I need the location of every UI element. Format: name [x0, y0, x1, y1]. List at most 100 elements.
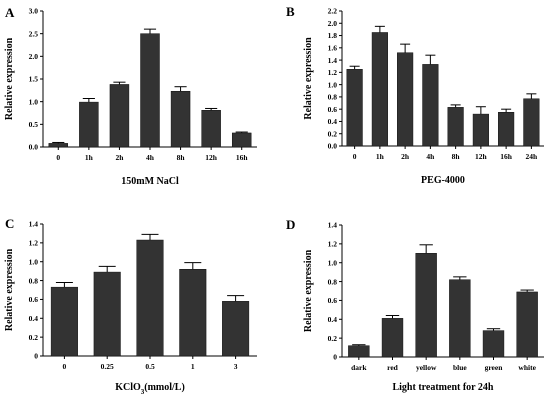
panel-letter: D: [286, 217, 295, 232]
y-tick-label: 1.6: [328, 44, 338, 53]
bar: [415, 253, 437, 358]
bar: [93, 271, 121, 357]
x-tick-label: 0: [63, 362, 67, 371]
x-tick-label: 12h: [205, 153, 218, 162]
x-tick-label: 2h: [115, 153, 124, 162]
x-tick-label: 8h: [452, 152, 461, 161]
x-tick-label: 1h: [376, 152, 385, 161]
y-tick-label: 0: [333, 353, 337, 362]
y-tick-label: 1.0: [29, 97, 39, 106]
x-tick-label: 3: [234, 362, 238, 371]
x-tick-label: 2h: [401, 152, 410, 161]
y-tick-label: 0.2: [328, 334, 338, 343]
y-tick-label: 0.2: [29, 333, 39, 342]
y-tick-label: 0.8: [29, 276, 39, 285]
x-tick-label: green: [485, 363, 504, 372]
y-tick-label: 1.4: [328, 56, 338, 65]
y-tick-label: 1.4: [29, 220, 39, 229]
y-tick-label: 1.2: [29, 239, 39, 248]
panel-d: D 0 0.2 0.4 0.6 0.8 1.0 1.2 1.4 dark red yellow blue…: [286, 217, 544, 393]
x-tick-label: 0: [353, 152, 357, 161]
y-tick-label: 0.5: [29, 120, 39, 129]
x-axis-title: Light treatment for 24h: [392, 382, 493, 393]
bar: [79, 101, 99, 148]
x-tick-label: 12h: [475, 152, 488, 161]
bar: [179, 269, 207, 357]
x-tick-label: blue: [453, 363, 467, 372]
bar: [381, 318, 404, 358]
x-tick-label: 16h: [236, 153, 249, 162]
panel-c: C 0 0.2 0.4 0.6 0.8 1.0 1.2 1.4 0 0.25 0.5 1 3 Relativ…: [4, 216, 257, 396]
y-tick-label: 0.8: [328, 93, 338, 102]
bar: [447, 107, 464, 147]
y-axis-title: Relative expression: [4, 37, 15, 120]
x-axis-title: PEG-4000: [421, 175, 465, 186]
y-tick-label: 2.5: [29, 29, 39, 38]
y-tick-label: 1.8: [328, 31, 338, 40]
x-tick-label: 0.5: [145, 362, 155, 371]
y-tick-label: 1.4: [328, 221, 338, 230]
x-tick-label: 8h: [177, 153, 186, 162]
bar: [498, 112, 515, 147]
y-tick-label: 0.6: [328, 105, 338, 114]
y-tick-label: 0.2: [328, 129, 338, 138]
bar: [346, 69, 363, 147]
x-tick-label: 0: [56, 153, 60, 162]
bar: [371, 32, 388, 147]
x-tick-label: yellow: [416, 363, 437, 372]
x-tick-label: 4h: [146, 153, 155, 162]
x-axis-title: KClO3(mmol/L): [115, 382, 185, 396]
bar: [516, 291, 538, 358]
y-tick-label: 2.0: [328, 19, 338, 28]
panel-letter: A: [5, 5, 15, 20]
x-tick-label: 1: [191, 362, 195, 371]
x-tick-label: 24h: [526, 152, 539, 161]
bar: [48, 143, 69, 148]
panel-letter: C: [5, 216, 14, 231]
y-axis-title: Relative expression: [303, 249, 314, 332]
bar: [348, 345, 370, 358]
y-axis-title: Relative expression: [4, 248, 15, 331]
y-tick-label: 0.0: [328, 142, 338, 151]
panel-b: B 0.0 0.2 0.4 0.6 0.8 1.0 1.2 1.4 1.6 1.8 2.0 2.2 0 1h…: [286, 4, 544, 186]
x-tick-label: 1h: [85, 153, 94, 162]
panel-a: A 0.0 0.5 1.0 1.5 2.0 2.5 3.0 0 1h 2h 4h 8h 12h 16h Rel…: [4, 5, 257, 187]
x-tick-label: 16h: [500, 152, 513, 161]
y-tick-label: 2.0: [29, 52, 39, 61]
x-tick-label: white: [518, 363, 536, 372]
y-tick-label: 0.4: [328, 315, 338, 324]
y-tick-label: 0.8: [328, 277, 338, 286]
bar: [482, 330, 505, 358]
bar: [140, 33, 160, 148]
bar: [109, 84, 130, 148]
y-tick-label: 0.6: [29, 295, 39, 304]
bar: [50, 286, 78, 357]
y-tick-label: 2.2: [328, 7, 338, 16]
y-tick-label: 0: [34, 352, 38, 361]
y-tick-label: 1.0: [328, 80, 338, 89]
bar: [222, 301, 250, 357]
y-tick-label: 1.2: [328, 240, 338, 249]
x-tick-label: red: [387, 363, 399, 372]
y-tick-label: 1.2: [328, 68, 338, 77]
bar: [201, 110, 221, 148]
x-tick-label: 4h: [426, 152, 435, 161]
panel-letter: B: [286, 4, 295, 19]
y-tick-label: 3.0: [29, 7, 39, 16]
y-tick-label: 0.0: [29, 143, 39, 152]
bar: [231, 132, 252, 148]
x-tick-label: 0.25: [101, 362, 114, 371]
bar: [136, 239, 164, 357]
bar: [523, 98, 540, 147]
bar: [170, 90, 191, 148]
y-axis-title: Relative expression: [303, 37, 314, 120]
y-tick-label: 1.5: [29, 75, 39, 84]
y-tick-label: 1.0: [328, 258, 338, 267]
y-tick-label: 0.4: [29, 314, 39, 323]
x-axis-title: 150mM NaCl: [121, 176, 179, 187]
x-tick-label: dark: [351, 363, 367, 372]
bar: [422, 64, 439, 147]
y-tick-label: 0.4: [328, 117, 338, 126]
bar: [397, 52, 414, 147]
